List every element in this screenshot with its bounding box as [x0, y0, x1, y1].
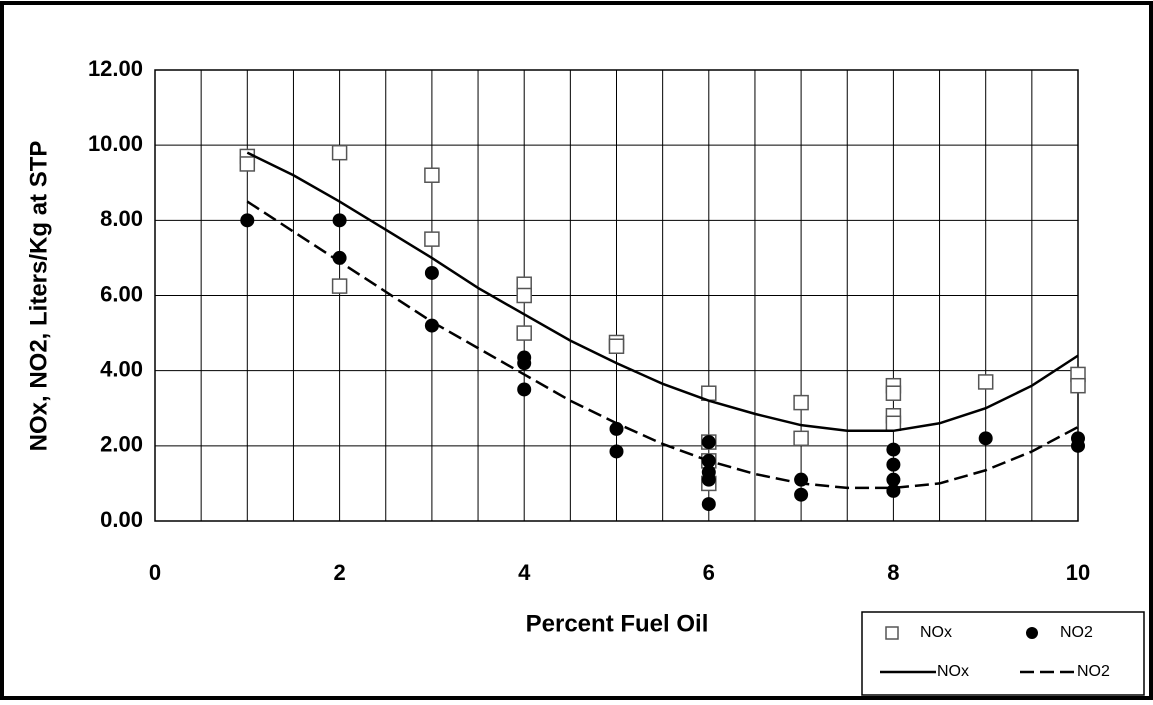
y-tick-label: 2.00	[100, 432, 143, 457]
point	[331, 278, 348, 294]
y-tick-label: 12.00	[88, 56, 143, 81]
x-tick-label: 2	[333, 560, 345, 585]
point	[793, 430, 809, 447]
point	[331, 144, 348, 161]
point	[239, 156, 256, 172]
point	[701, 435, 716, 450]
trend-line	[246, 151, 1079, 433]
y-tick-label: 8.00	[100, 206, 143, 231]
x-tick-label: 6	[703, 560, 715, 585]
point	[1071, 438, 1085, 453]
point	[701, 497, 716, 512]
legend-label: NOx	[920, 624, 952, 641]
point	[886, 457, 901, 472]
point	[886, 483, 901, 498]
point	[886, 442, 901, 457]
point	[424, 231, 440, 247]
point	[516, 325, 532, 341]
trend-line	[246, 200, 1079, 490]
point	[794, 487, 809, 502]
y-tick-label: 0.00	[100, 507, 143, 532]
point	[424, 265, 439, 280]
point	[424, 318, 439, 333]
x-tick-label: 0	[149, 560, 161, 585]
point	[516, 287, 532, 304]
y-axis-title: NOx, NO2, Liters/Kg at STP	[25, 141, 52, 452]
point	[885, 415, 902, 432]
point	[1070, 377, 1086, 394]
legend-label: NO2	[1060, 624, 1093, 641]
point	[886, 472, 901, 487]
point	[240, 213, 255, 228]
legend	[861, 611, 1145, 696]
point	[424, 167, 440, 183]
legend-marker	[1026, 627, 1038, 639]
x-tick-label: 8	[887, 560, 899, 585]
point	[885, 385, 902, 401]
point	[517, 356, 532, 371]
point	[332, 250, 347, 265]
point	[609, 444, 624, 459]
legend-marker	[885, 626, 899, 640]
y-tick-label: 10.00	[88, 131, 143, 156]
legend-label: NOx	[937, 663, 969, 680]
y-tick-label: 6.00	[100, 281, 143, 306]
x-axis-title: Percent Fuel Oil	[526, 610, 709, 637]
x-tick-label: 10	[1066, 560, 1090, 585]
point	[978, 431, 993, 446]
x-tick-label: 4	[518, 560, 531, 585]
point	[793, 394, 809, 411]
point	[517, 382, 532, 397]
point	[608, 338, 625, 354]
y-tick-label: 4.00	[100, 356, 143, 381]
legend-label: NO2	[1077, 663, 1110, 680]
point	[701, 472, 716, 487]
point	[332, 213, 347, 228]
plot-border	[154, 69, 1079, 522]
point	[977, 374, 994, 390]
point	[609, 421, 624, 436]
